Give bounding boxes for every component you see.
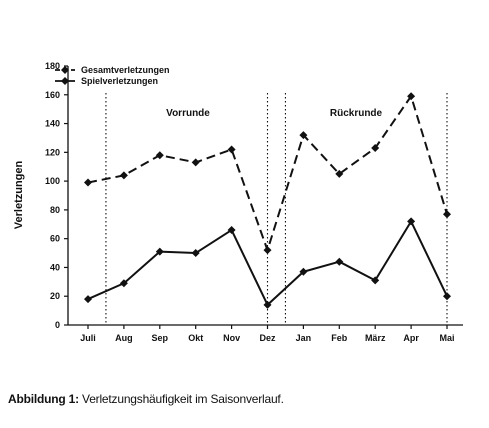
data-point-marker [371, 144, 380, 153]
y-tick-label: 120 [45, 147, 60, 157]
y-axis-title: Verletzungen [13, 160, 25, 229]
legend-entry-gesamtverletzungen: Gesamtverletzungen [55, 65, 170, 75]
y-tick-label: 40 [50, 262, 60, 272]
data-point-marker [263, 300, 272, 309]
y-tick-label: 180 [45, 61, 60, 71]
series-layer [84, 92, 451, 309]
x-tick-label: Dez [259, 333, 276, 343]
data-point-marker [443, 210, 451, 219]
season-dividers [105, 93, 448, 325]
y-tick-label: 20 [50, 291, 60, 301]
data-point-marker [299, 267, 308, 276]
x-tick-label: Okt [188, 333, 203, 343]
x-tick-label: März [365, 333, 386, 343]
data-point-marker [84, 295, 92, 304]
x-tick-label: Jan [296, 333, 312, 343]
data-point-marker [371, 276, 380, 285]
legend-label: Spielverletzungen [81, 76, 158, 86]
data-point-marker [263, 246, 272, 255]
injury-line-chart: 0 20 40 60 80 100 120 140 160 180 Juli Aug Sep Okt No… [13, 61, 463, 343]
data-point-marker [299, 131, 308, 140]
region-label-vorrunde: Vorrunde [166, 108, 210, 119]
data-point-marker [155, 247, 164, 256]
data-point-marker [84, 178, 92, 187]
data-point-marker [119, 171, 128, 180]
data-point-marker [335, 169, 344, 178]
y-tick-label: 60 [50, 234, 60, 244]
legend-diamond-marker [61, 66, 69, 74]
y-tick-label: 0 [55, 320, 60, 330]
data-point-marker [191, 158, 200, 167]
region-label-rueckrunde: Rückrunde [330, 108, 383, 119]
data-point-marker [191, 249, 200, 258]
data-point-marker [335, 257, 344, 266]
figure-caption: Abbildung 1: Verletzungshäufigkeit im Sa… [8, 392, 478, 406]
x-tick-label: Mai [439, 333, 454, 343]
x-tick-label: Feb [331, 333, 348, 343]
chart-legend: Gesamtverletzungen Spielverletzungen [55, 65, 170, 86]
data-point-marker [407, 217, 416, 226]
x-tick-label: Apr [403, 333, 419, 343]
y-tick-label: 140 [45, 119, 60, 129]
caption-text: Verletzungshäufigkeit im Saisonverlauf. [78, 392, 284, 406]
x-tick-label: Aug [115, 333, 133, 343]
x-axis-ticks: Juli Aug Sep Okt Nov Dez Jan Feb März Apr Mai [80, 325, 455, 343]
legend-label: Gesamtverletzungen [81, 65, 170, 75]
x-tick-label: Sep [152, 333, 169, 343]
legend-entry-spielverletzungen: Spielverletzungen [55, 76, 158, 86]
y-tick-label: 100 [45, 176, 60, 186]
x-tick-label: Nov [223, 333, 240, 343]
y-tick-label: 80 [50, 205, 60, 215]
data-point-marker [227, 145, 236, 154]
x-tick-label: Juli [80, 333, 96, 343]
data-point-marker [407, 92, 416, 101]
chart-axes [67, 66, 463, 326]
data-point-marker [119, 279, 128, 288]
data-point-marker [155, 151, 164, 160]
legend-diamond-marker [61, 77, 69, 85]
data-point-marker [443, 292, 451, 301]
data-point-marker [227, 226, 236, 235]
caption-lead: Abbildung 1: [8, 392, 79, 406]
y-tick-label: 160 [45, 90, 60, 100]
y-axis-ticks: 0 20 40 60 80 100 120 140 160 180 [45, 61, 68, 330]
